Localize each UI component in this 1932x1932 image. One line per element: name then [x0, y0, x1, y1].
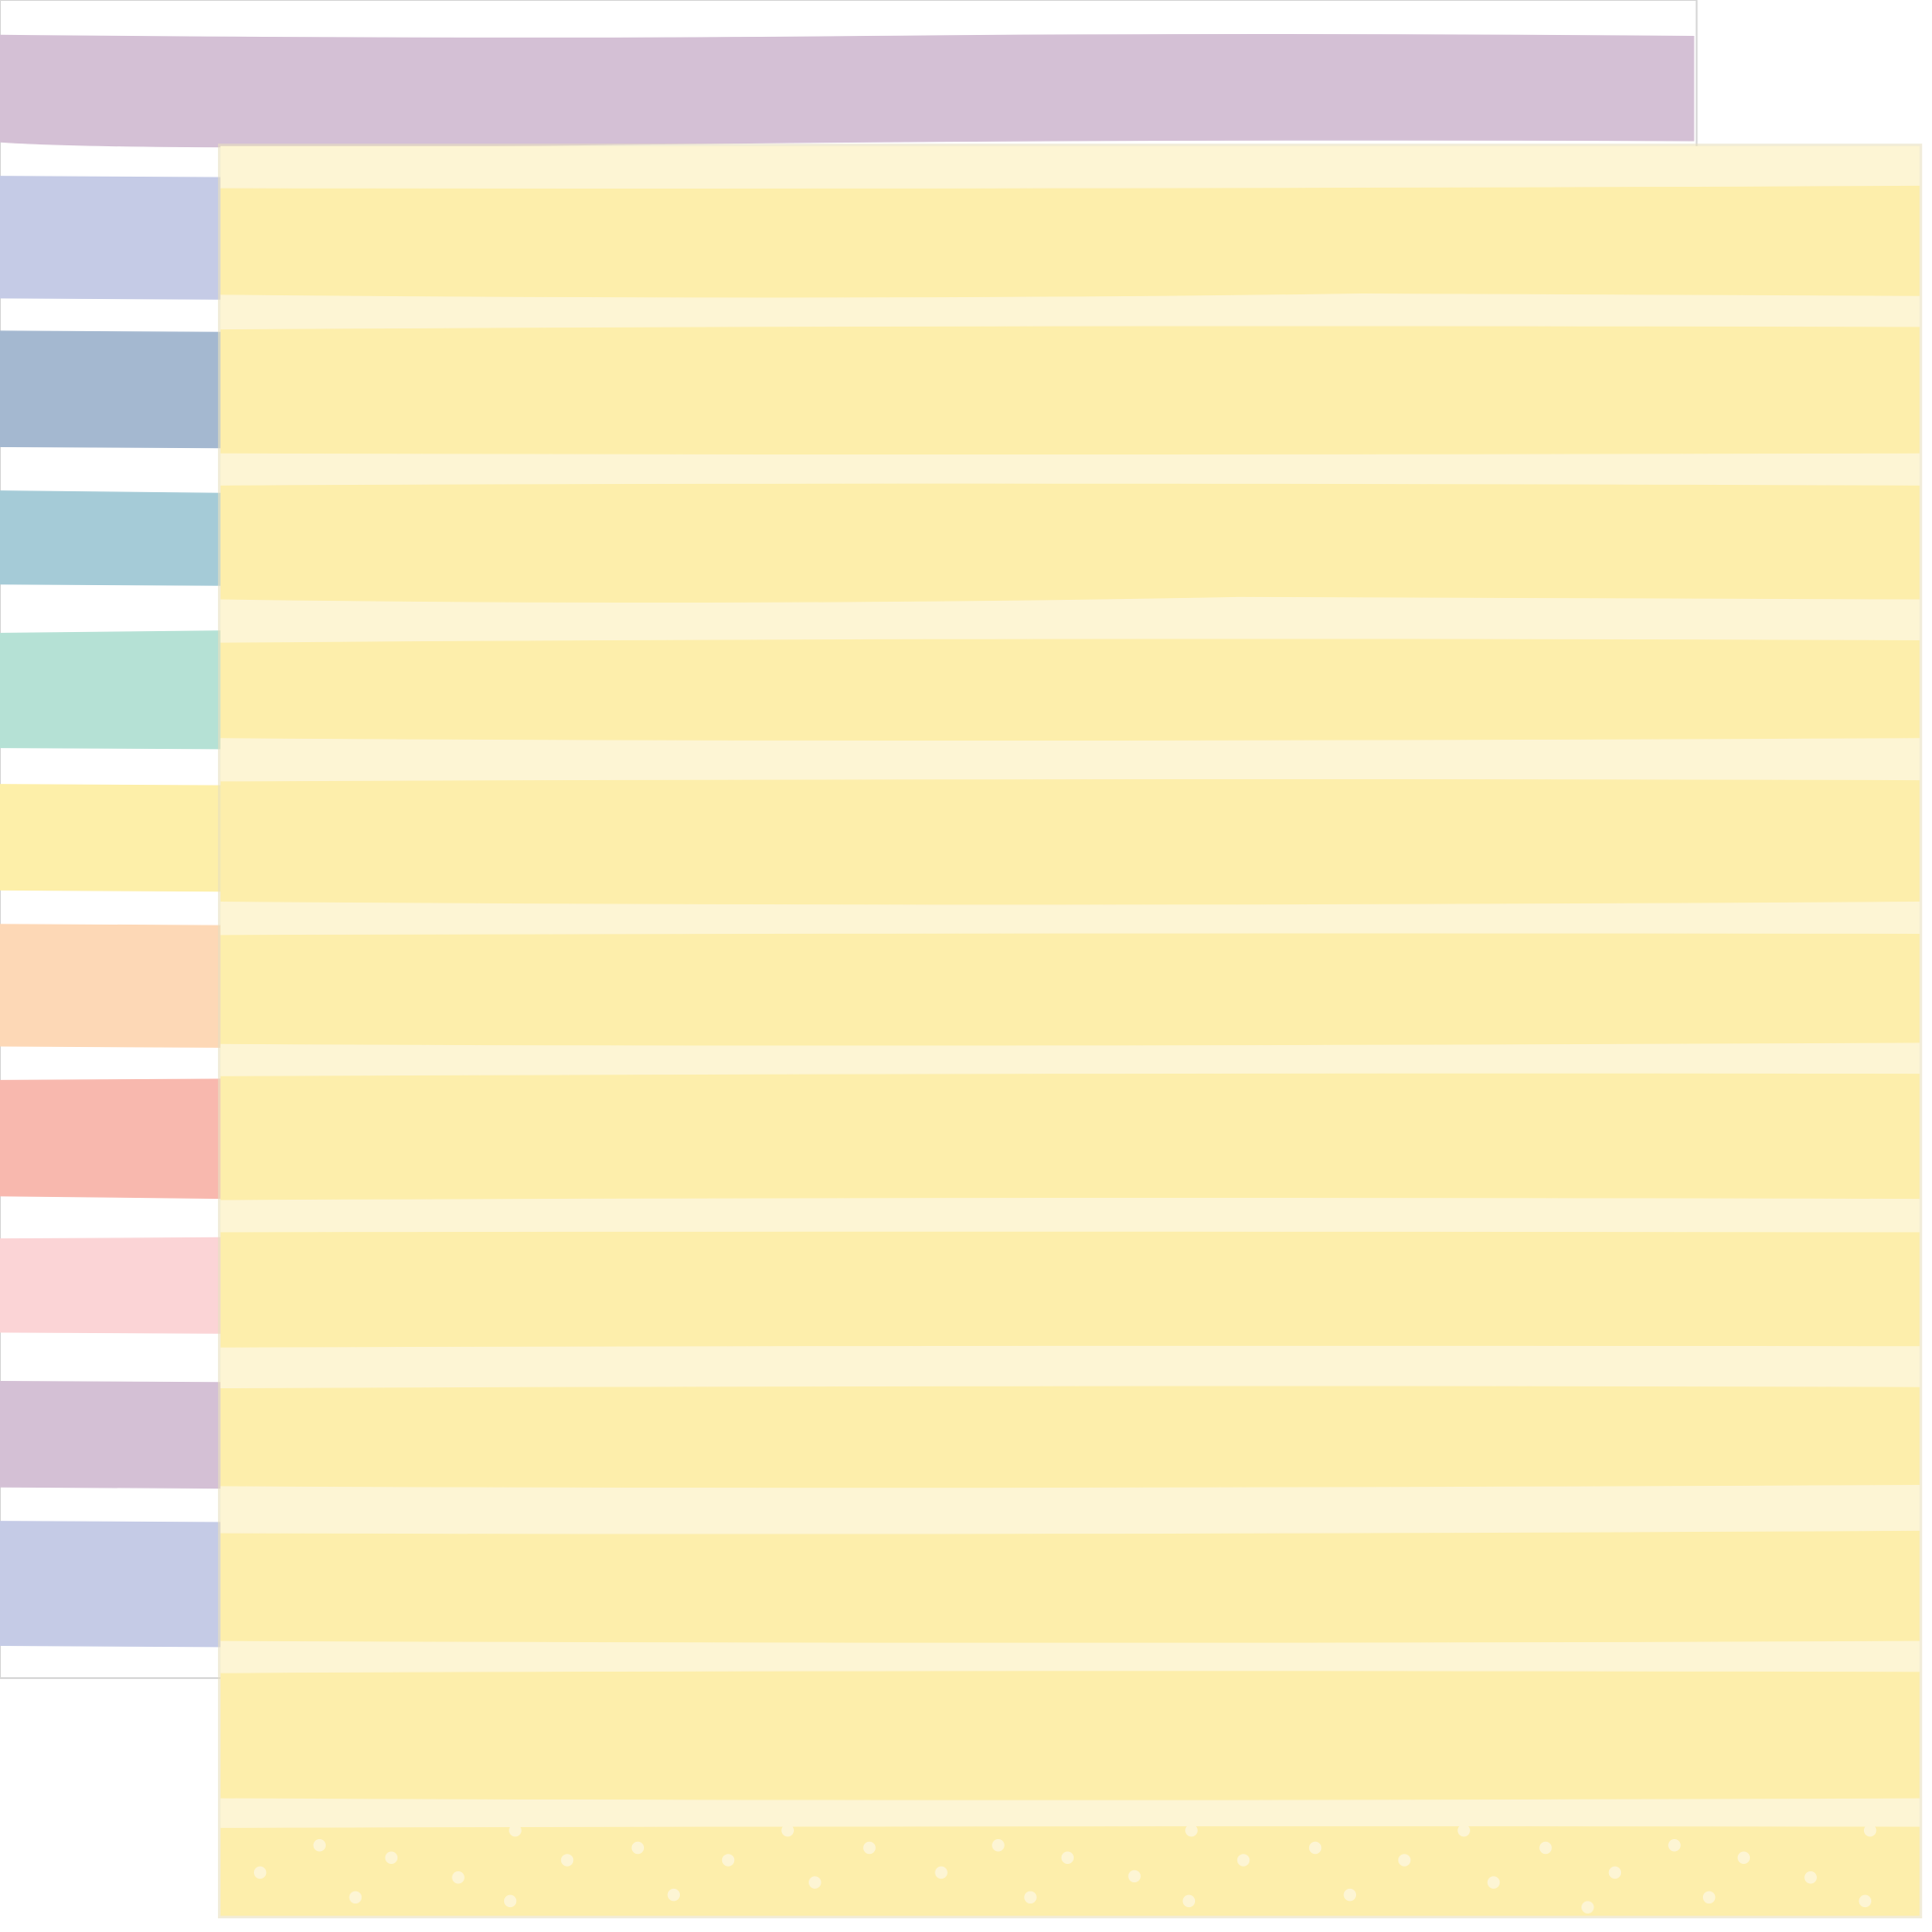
light-stripes: [220, 145, 1920, 1828]
dot: [631, 1841, 644, 1855]
stripe: [0, 1078, 224, 1200]
stripe: [220, 1042, 1920, 1076]
stripe: [0, 1380, 224, 1489]
dot: [1668, 1839, 1681, 1852]
front-paper: [217, 144, 1923, 1919]
dot: [863, 1841, 876, 1855]
dot: [1539, 1841, 1552, 1855]
stripe: [0, 1521, 224, 1648]
dot: [1024, 1891, 1037, 1904]
stripe: [0, 1236, 224, 1334]
dot: [1737, 1851, 1751, 1864]
stripe: [0, 34, 1695, 148]
dot: [313, 1839, 327, 1852]
dot: [509, 1823, 522, 1837]
dot: [452, 1871, 465, 1884]
stripe: [220, 1345, 1920, 1389]
stripe: [220, 1798, 1920, 1828]
stripe: [0, 784, 224, 892]
stripe: [220, 293, 1920, 330]
dot: [809, 1876, 822, 1889]
dot: [1236, 1854, 1250, 1867]
dot: [1128, 1869, 1141, 1883]
stripe: [0, 490, 224, 586]
stripe: [220, 1485, 1920, 1535]
front-sheet: [220, 145, 1920, 1916]
dot: [1804, 1871, 1817, 1884]
dot: [1308, 1841, 1322, 1855]
dot: [349, 1891, 362, 1904]
stripe: [220, 902, 1920, 936]
stripe: [220, 738, 1920, 782]
dots: [253, 1823, 1877, 1914]
dot: [1487, 1876, 1501, 1889]
dot: [1608, 1866, 1622, 1880]
stripe: [0, 330, 224, 449]
stripe: [0, 630, 224, 750]
dot: [1863, 1823, 1877, 1837]
dot: [667, 1888, 681, 1902]
dot: [1858, 1894, 1872, 1908]
dot: [1343, 1888, 1357, 1902]
dot: [1185, 1823, 1198, 1837]
stripe: [220, 453, 1920, 486]
stripe: [0, 176, 224, 300]
dot: [935, 1866, 948, 1880]
dot: [781, 1823, 794, 1837]
dot: [992, 1839, 1005, 1852]
stripe: [220, 596, 1920, 643]
stripe: [220, 145, 1920, 189]
stripe: [220, 1640, 1920, 1673]
dot: [503, 1894, 517, 1908]
dot: [1702, 1891, 1716, 1904]
dot: [1397, 1854, 1411, 1867]
dot: [253, 1866, 267, 1880]
dot: [1182, 1894, 1196, 1908]
dot: [721, 1854, 735, 1867]
stripe: [220, 1198, 1920, 1233]
dot: [385, 1851, 398, 1864]
dot: [1457, 1823, 1470, 1837]
dot: [1061, 1851, 1075, 1864]
dot: [560, 1854, 574, 1867]
stripe: [0, 924, 224, 1048]
dot: [1581, 1901, 1594, 1914]
